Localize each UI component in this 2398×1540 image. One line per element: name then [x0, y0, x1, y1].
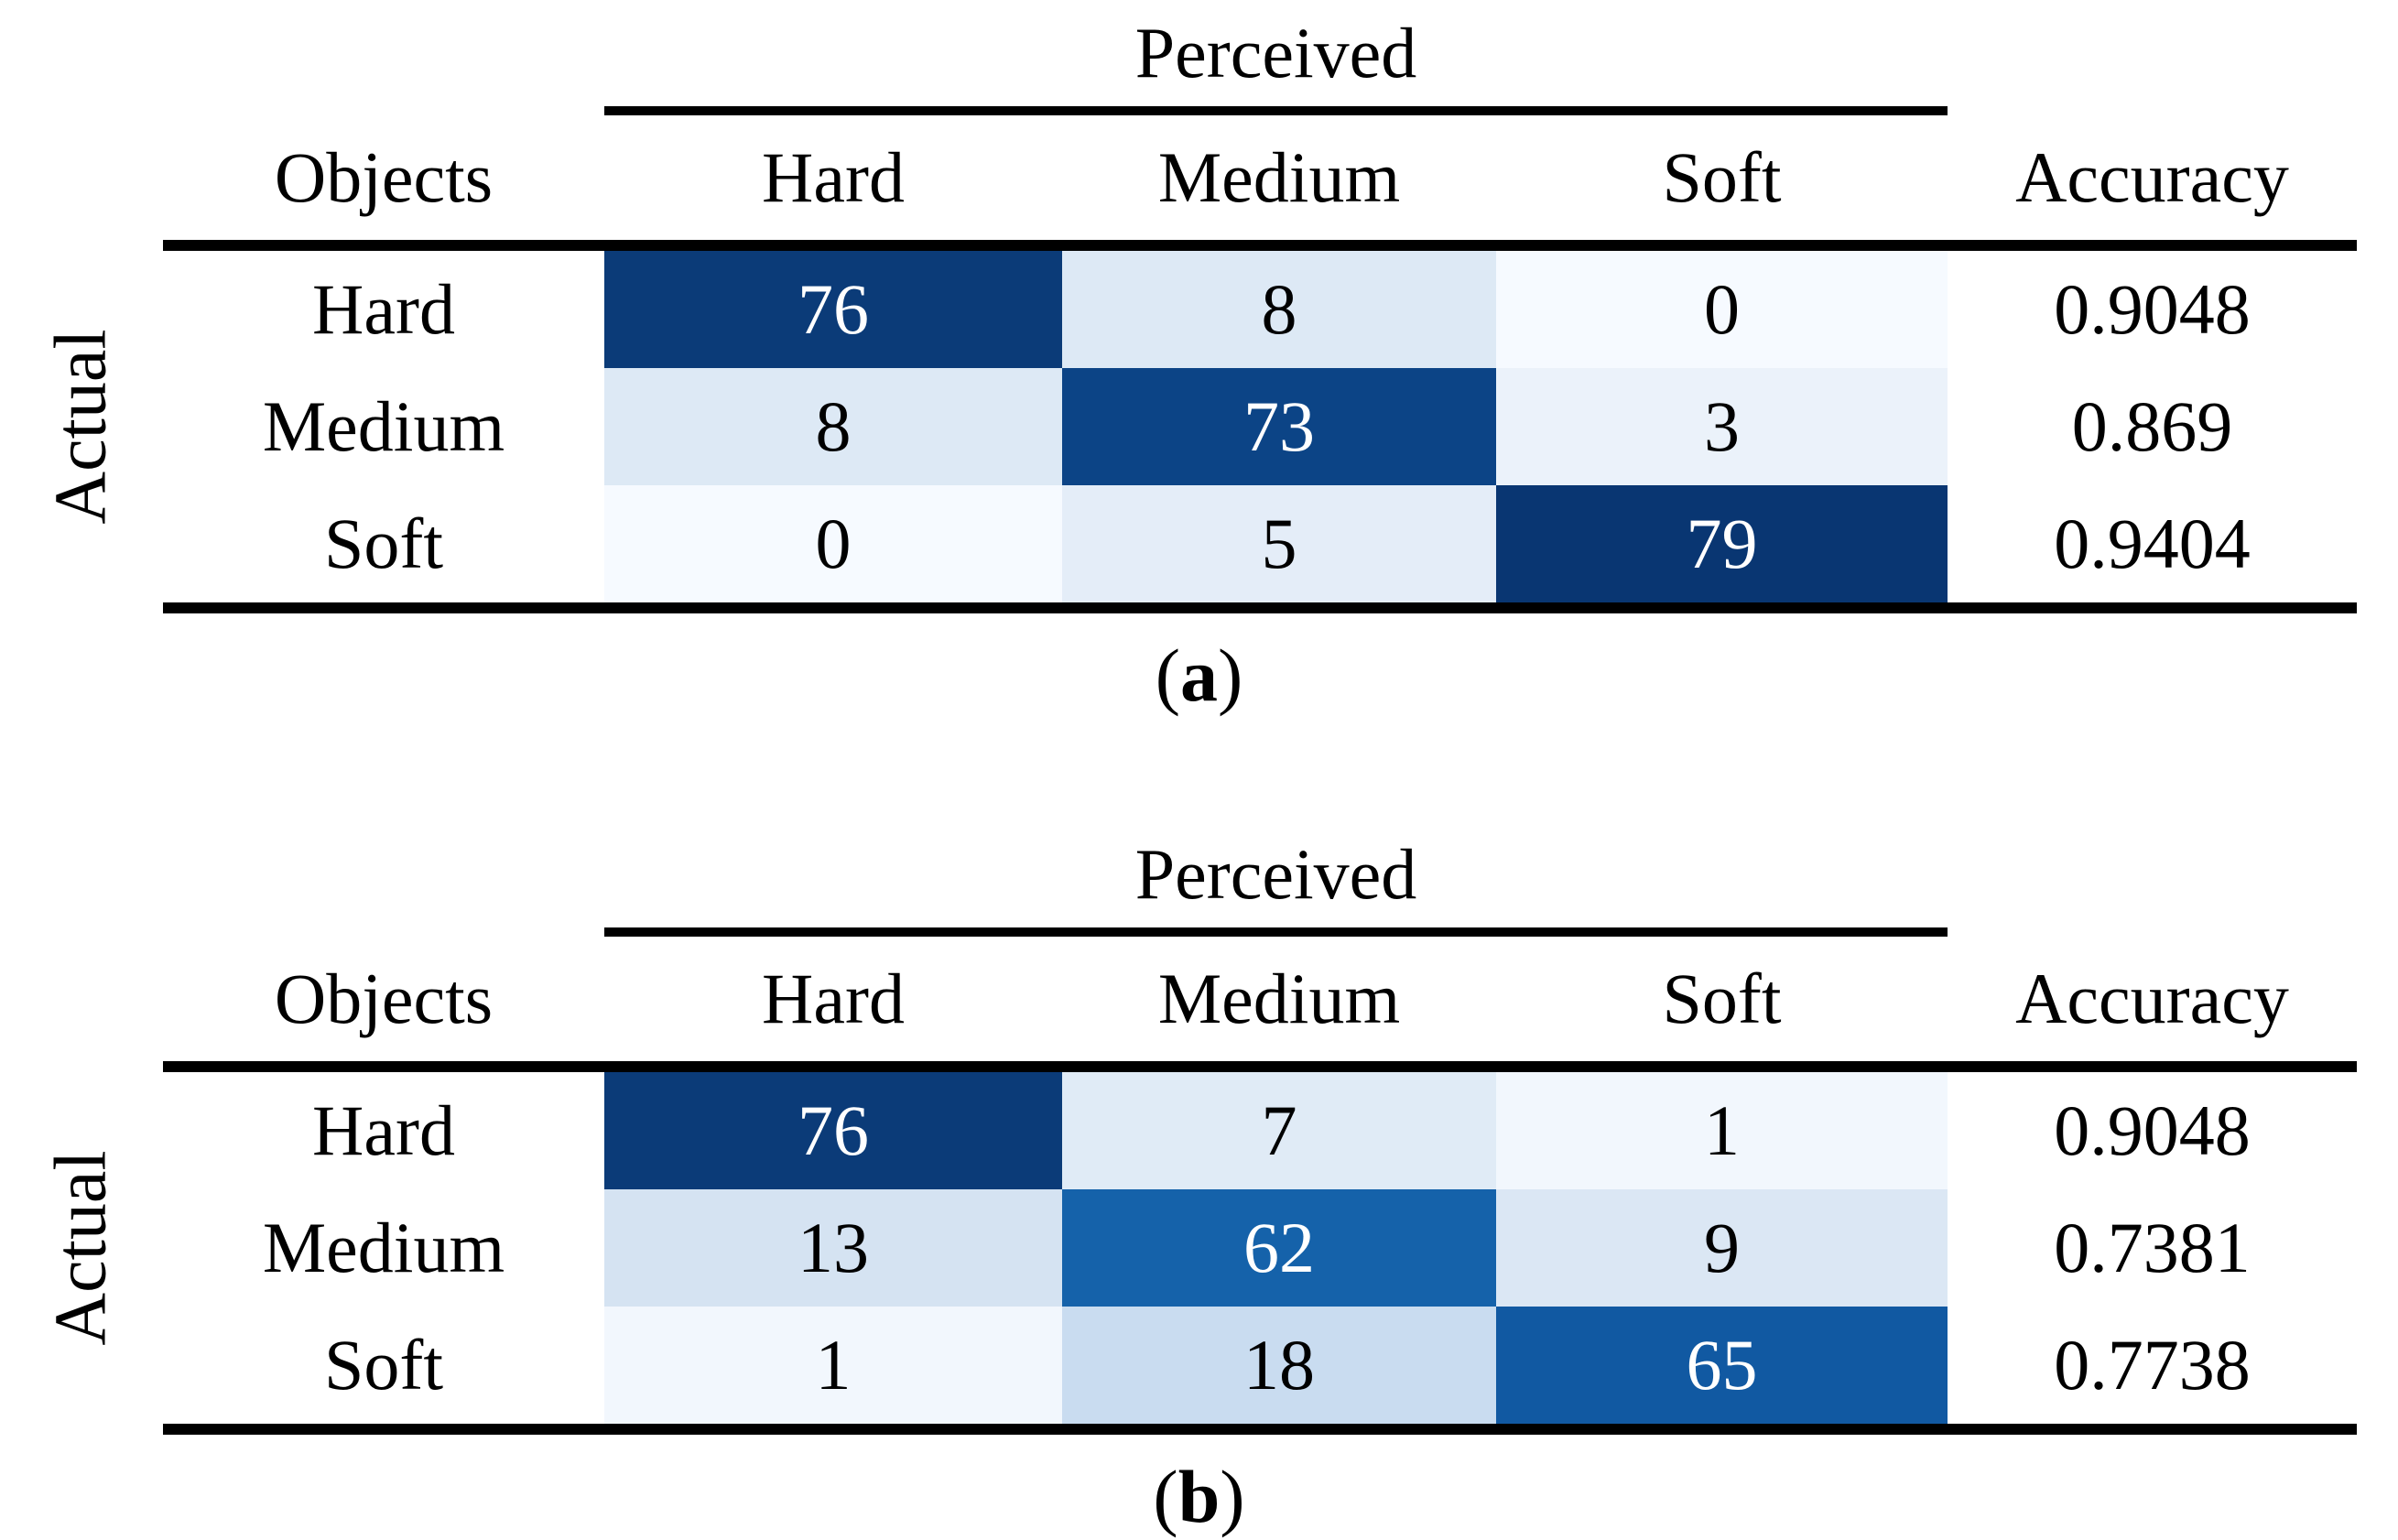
- caption-a: (a): [0, 632, 2398, 719]
- caption-open-paren: (: [1155, 634, 1180, 717]
- matrix-cell-b-medium-medium: 62: [1062, 1189, 1496, 1307]
- confusion-table-a: Perceived Objects Hard Medium Soft Accur…: [163, 0, 2357, 613]
- accuracy-header: Accuracy: [2015, 959, 2289, 1038]
- matrix-cell-b-hard-medium: 7: [1062, 1072, 1496, 1189]
- actual-axis-label-a: Actual: [0, 251, 163, 602]
- matrix-cell-a-medium-soft: 3: [1496, 368, 1948, 485]
- matrix-cell-a-hard-hard: 76: [604, 251, 1062, 368]
- spacer: [163, 0, 604, 115]
- matrix-cell-b-soft-hard: 1: [604, 1307, 1062, 1424]
- matrix-cell-a-medium-hard: 8: [604, 368, 1062, 485]
- caption-letter-a: a: [1180, 634, 1218, 717]
- matrix-cell-a-soft-medium: 5: [1062, 485, 1496, 602]
- caption-close-paren: ): [1218, 634, 1243, 717]
- accuracy-value-b-hard: 0.9048: [2054, 1090, 2251, 1170]
- actual-axis-label-b: Actual: [0, 1072, 163, 1424]
- col-header-hard: Hard: [762, 137, 905, 217]
- accuracy-value-a-soft: 0.9404: [2054, 504, 2251, 583]
- accuracy-value-a-medium: 0.869: [2071, 386, 2233, 466]
- actual-axis-text: Actual: [41, 329, 122, 525]
- spacer: [1948, 821, 2357, 937]
- matrix-cell-b-medium-soft: 9: [1496, 1189, 1948, 1307]
- matrix-cell-b-medium-hard: 13: [604, 1189, 1062, 1307]
- matrix-cell-b-soft-soft: 65: [1496, 1307, 1948, 1424]
- spacer: [1948, 0, 2357, 115]
- caption-letter-b: b: [1177, 1455, 1221, 1538]
- subfigure-b: Perceived Objects Hard Medium Soft Accur…: [0, 821, 2398, 1540]
- matrix-cell-a-soft-hard: 0: [604, 485, 1062, 602]
- row-label-medium: Medium: [262, 386, 505, 466]
- objects-header: Objects: [274, 137, 494, 217]
- header-rule: [163, 1061, 2357, 1072]
- matrix-cell-b-hard-soft: 1: [1496, 1072, 1948, 1189]
- matrix-cell-b-soft-medium: 18: [1062, 1307, 1496, 1424]
- col-header-hard: Hard: [762, 959, 905, 1038]
- row-label-soft: Soft: [323, 1325, 444, 1404]
- subfigure-a: Perceived Objects Hard Medium Soft Accur…: [0, 0, 2398, 719]
- spacer: [163, 821, 604, 937]
- actual-axis-text: Actual: [41, 1150, 122, 1346]
- caption-b: (b): [0, 1453, 2398, 1540]
- accuracy-value-a-hard: 0.9048: [2054, 269, 2251, 349]
- col-header-medium: Medium: [1157, 137, 1401, 217]
- confusion-table-b: Perceived Objects Hard Medium Soft Accur…: [163, 821, 2357, 1435]
- row-label-hard: Hard: [312, 269, 455, 349]
- accuracy-value-b-soft: 0.7738: [2054, 1325, 2251, 1404]
- caption-close-paren: ): [1220, 1455, 1245, 1538]
- row-label-soft: Soft: [323, 504, 444, 583]
- header-rule: [163, 240, 2357, 251]
- matrix-cell-a-hard-soft: 0: [1496, 251, 1948, 368]
- matrix-cell-a-hard-medium: 8: [1062, 251, 1496, 368]
- matrix-cell-a-medium-medium: 73: [1062, 368, 1496, 485]
- matrix-cell-b-hard-hard: 76: [604, 1072, 1062, 1189]
- bottom-rule: [163, 602, 2357, 613]
- perceived-group-header: Perceived: [604, 0, 1948, 115]
- col-header-medium: Medium: [1157, 959, 1401, 1038]
- accuracy-value-b-medium: 0.7381: [2054, 1208, 2251, 1287]
- bottom-rule: [163, 1424, 2357, 1435]
- objects-header: Objects: [274, 959, 494, 1038]
- col-header-soft: Soft: [1662, 959, 1782, 1038]
- perceived-group-header: Perceived: [604, 821, 1948, 937]
- row-label-medium: Medium: [262, 1208, 505, 1287]
- matrix-cell-a-soft-soft: 79: [1496, 485, 1948, 602]
- col-header-soft: Soft: [1662, 137, 1782, 217]
- row-label-hard: Hard: [312, 1090, 455, 1170]
- caption-open-paren: (: [1153, 1455, 1178, 1538]
- accuracy-header: Accuracy: [2015, 137, 2289, 217]
